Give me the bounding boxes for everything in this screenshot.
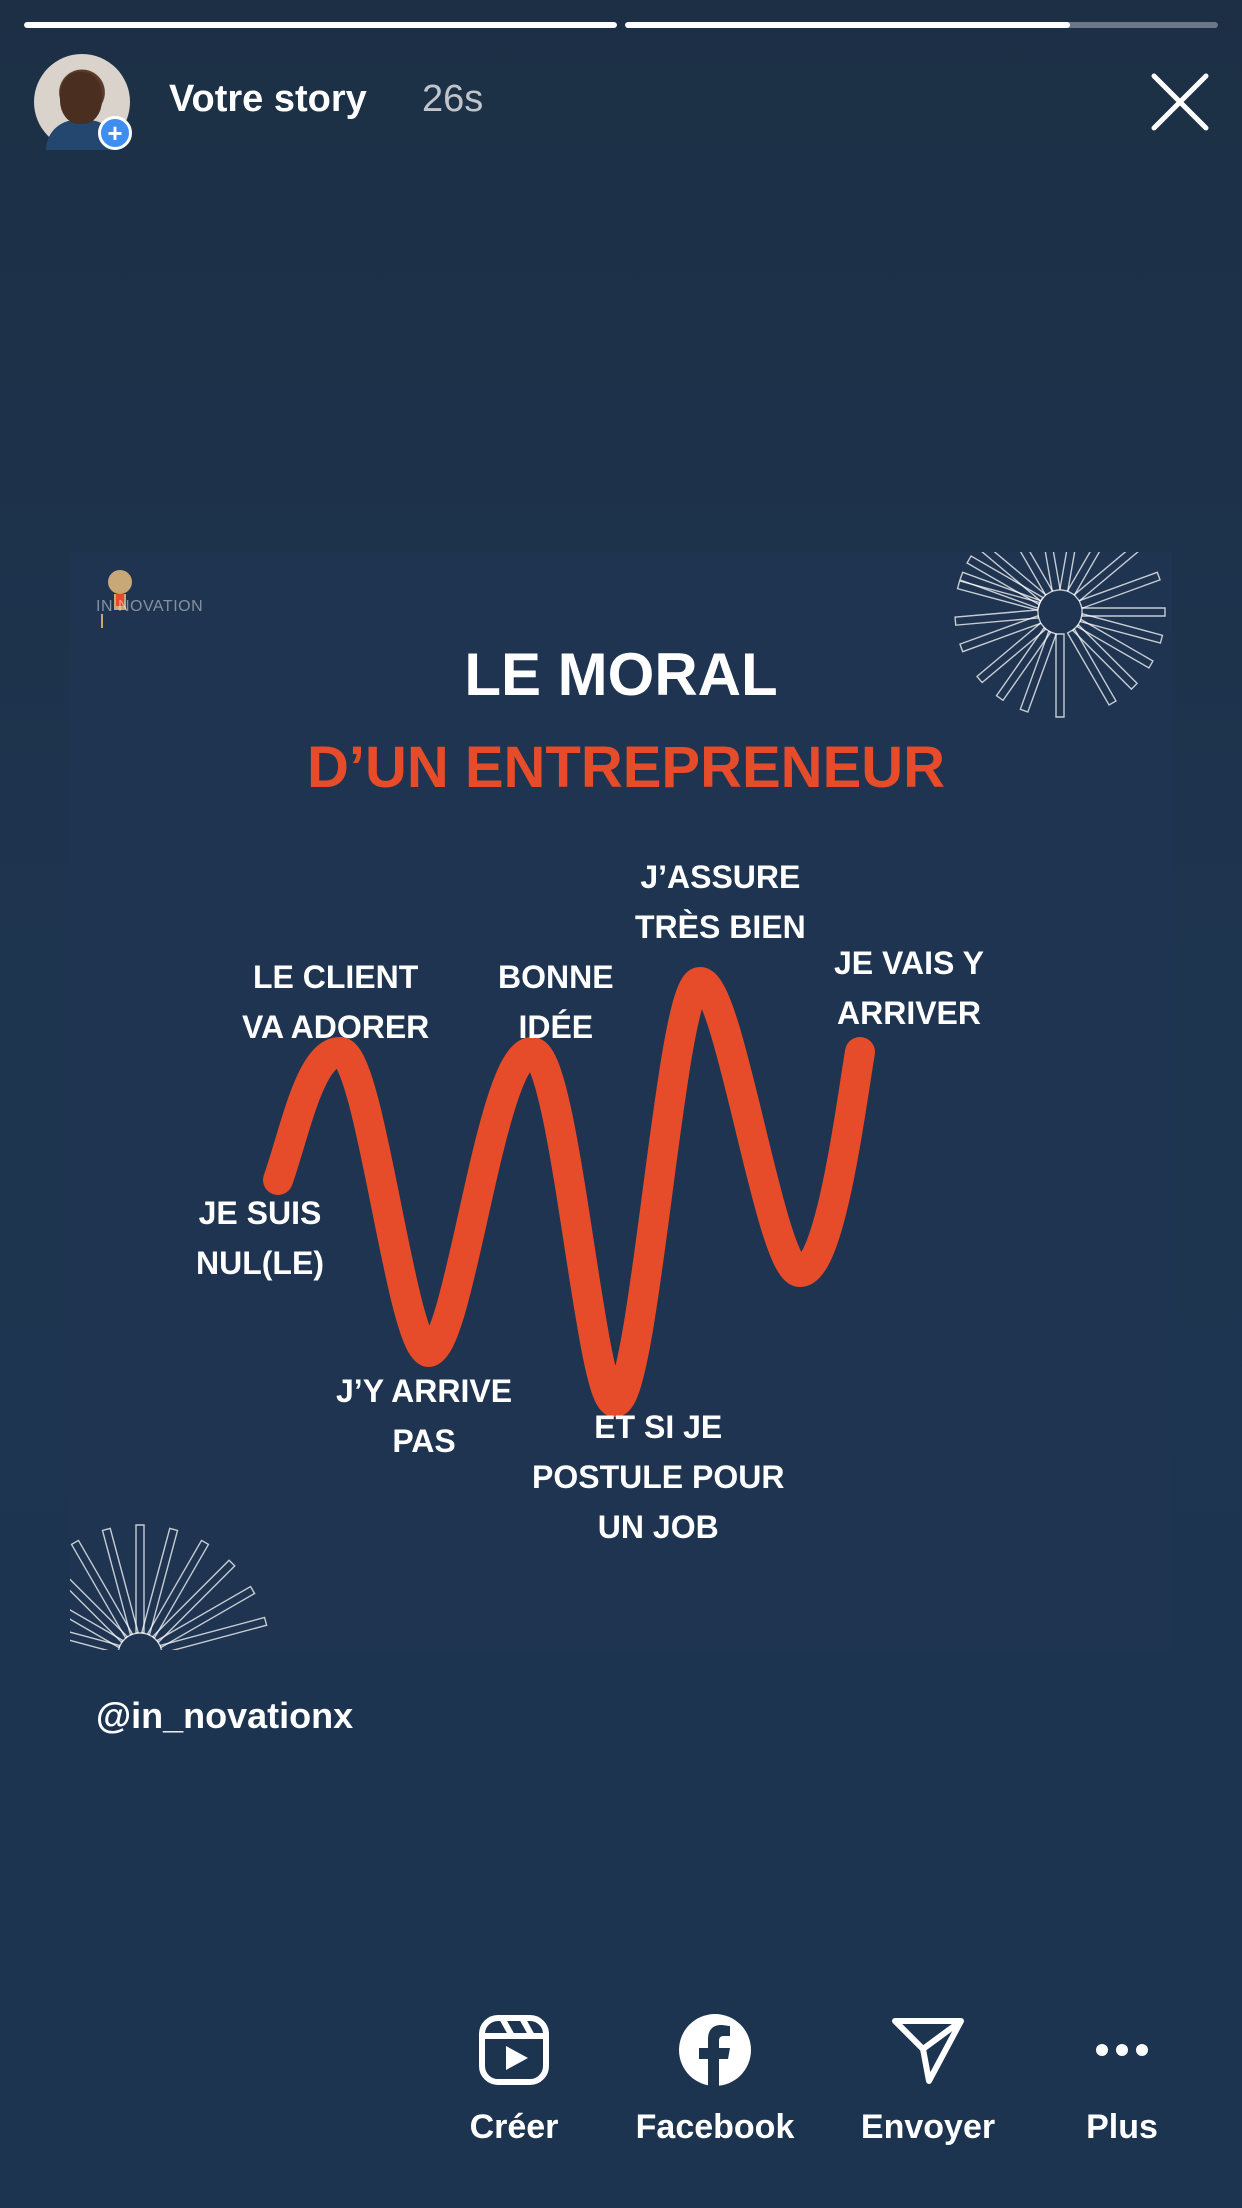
progress-segment-1 — [24, 22, 617, 28]
story-owner-title: Votre story — [169, 78, 367, 120]
more-icon — [1096, 2044, 1148, 2056]
label-le-client: LE CLIENT VA ADORER — [242, 959, 430, 1045]
label-je-suis-nul: JE SUIS NUL(LE) — [196, 1195, 324, 1281]
close-icon[interactable] — [1148, 70, 1212, 134]
reels-icon — [479, 2015, 549, 2085]
shared-post-image[interactable]: IN NOVATION LE MORAL D’UN ENTREPRENEUR J… — [70, 552, 1172, 1650]
mood-wave-curve — [263, 967, 875, 1417]
decorative-burst-icon — [954, 552, 1166, 718]
facebook-label: Facebook — [635, 2108, 795, 2146]
label-je-vais: JE VAIS Y ARRIVER — [834, 945, 984, 1031]
progress-segment-2 — [625, 22, 1218, 28]
facebook-button[interactable]: Facebook — [625, 2010, 805, 2147]
send-icon — [892, 2018, 964, 2084]
story-timestamp: 26s — [422, 78, 484, 120]
send-button[interactable]: Envoyer — [838, 2010, 1018, 2147]
story-header: + Votre story 26s — [34, 52, 1212, 152]
innovation-logo — [101, 570, 132, 628]
add-story-plus-icon[interactable]: + — [98, 116, 132, 150]
label-bonne-idee: BONNE IDÉE — [498, 959, 614, 1045]
story-progress — [24, 22, 1218, 28]
send-label: Envoyer — [860, 2108, 996, 2146]
story-actions: Créer Facebook Envoyer Plus — [0, 2010, 1242, 2160]
label-jy-arrive-pas: J’Y ARRIVE PAS — [336, 1373, 513, 1459]
logo-text: IN NOVATION — [96, 598, 204, 615]
post-title-line2: D’UN ENTREPRENEUR — [306, 735, 946, 800]
more-label: Plus — [1086, 2108, 1158, 2146]
post-title-line1: LE MORAL — [464, 641, 778, 708]
mention-sticker[interactable]: @in_novationx — [96, 1695, 354, 1736]
create-label: Créer — [469, 2108, 559, 2146]
facebook-icon — [679, 2014, 751, 2087]
create-button[interactable]: Créer — [424, 2010, 604, 2147]
label-et-si-je: ET SI JE POSTULE POUR UN JOB — [532, 1409, 785, 1545]
label-jassure: J’ASSURE TRÈS BIEN — [635, 859, 806, 945]
more-button[interactable]: Plus — [1032, 2010, 1212, 2147]
decorative-burst-icon — [70, 1524, 268, 1650]
